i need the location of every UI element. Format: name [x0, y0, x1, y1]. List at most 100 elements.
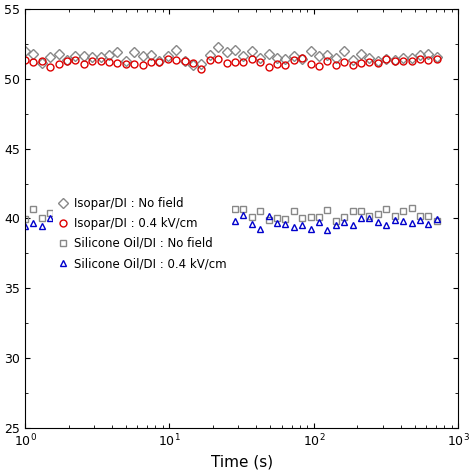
- X-axis label: Time (s): Time (s): [210, 455, 273, 470]
- Isopar/DI : 0.4 kV/cm: (708, 51.4): 0.4 kV/cm: (708, 51.4): [434, 56, 439, 62]
- Silicone Oil/DI : 0.4 kV/cm: (72.6, 39.4): 0.4 kV/cm: (72.6, 39.4): [291, 224, 297, 230]
- Isopar/DI : 0.4 kV/cm: (5.7, 51.1): 0.4 kV/cm: (5.7, 51.1): [131, 61, 137, 67]
- Isopar/DI : 0.4 kV/cm: (212, 51.1): 0.4 kV/cm: (212, 51.1): [358, 60, 364, 66]
- Line: Isopar/DI : 0.4 kV/cm: Isopar/DI : 0.4 kV/cm: [21, 55, 440, 73]
- Isopar/DI : 0.4 kV/cm: (1, 51.3): 0.4 kV/cm: (1, 51.3): [22, 57, 28, 63]
- Silicone Oil/DI : No field: (162, 40.1): No field: (162, 40.1): [341, 214, 347, 219]
- Silicone Oil/DI : No field: (1.95, 40.4): No field: (1.95, 40.4): [64, 210, 70, 216]
- Silicone Oil/DI : 0.4 kV/cm: (2.92, 39.9): 0.4 kV/cm: (2.92, 39.9): [90, 216, 95, 222]
- Isopar/DI : No field: (542, 51.7): No field: (542, 51.7): [417, 53, 423, 58]
- Silicone Oil/DI : No field: (48.6, 39.9): No field: (48.6, 39.9): [266, 218, 272, 223]
- Silicone Oil/DI : No field: (37.2, 40.1): No field: (37.2, 40.1): [249, 214, 255, 219]
- Silicone Oil/DI : 0.4 kV/cm: (37.2, 39.6): 0.4 kV/cm: (37.2, 39.6): [249, 221, 255, 227]
- Silicone Oil/DI : No field: (6.52, 40.6): No field: (6.52, 40.6): [140, 207, 146, 212]
- Isopar/DI : 0.4 kV/cm: (242, 51.2): 0.4 kV/cm: (242, 51.2): [367, 59, 373, 64]
- Isopar/DI : 0.4 kV/cm: (14.6, 51.2): 0.4 kV/cm: (14.6, 51.2): [190, 60, 196, 65]
- Isopar/DI : 0.4 kV/cm: (2.92, 51.3): 0.4 kV/cm: (2.92, 51.3): [90, 58, 95, 64]
- Silicone Oil/DI : 0.4 kV/cm: (1.95, 39.5): 0.4 kV/cm: (1.95, 39.5): [64, 222, 70, 228]
- Silicone Oil/DI : No field: (1.14, 40.7): No field: (1.14, 40.7): [31, 206, 36, 212]
- Isopar/DI : 0.4 kV/cm: (37.2, 51.4): 0.4 kV/cm: (37.2, 51.4): [249, 56, 255, 62]
- Isopar/DI : No field: (16.7, 51.1): No field: (16.7, 51.1): [199, 61, 204, 67]
- Silicone Oil/DI : 0.4 kV/cm: (109, 39.8): 0.4 kV/cm: (109, 39.8): [316, 219, 322, 225]
- Isopar/DI : No field: (2.92, 51.6): No field: (2.92, 51.6): [90, 54, 95, 59]
- Silicone Oil/DI : No field: (11.1, 39.8): No field: (11.1, 39.8): [173, 219, 179, 224]
- Isopar/DI : 0.4 kV/cm: (95, 51.1): 0.4 kV/cm: (95, 51.1): [308, 61, 313, 67]
- Silicone Oil/DI : No field: (186, 40.5): No field: (186, 40.5): [350, 209, 356, 214]
- Isopar/DI : No field: (21.8, 52.3): No field: (21.8, 52.3): [215, 44, 221, 49]
- Isopar/DI : No field: (242, 51.5): No field: (242, 51.5): [367, 55, 373, 61]
- Silicone Oil/DI : 0.4 kV/cm: (12.7, 39.3): 0.4 kV/cm: (12.7, 39.3): [182, 226, 188, 232]
- Silicone Oil/DI : 0.4 kV/cm: (142, 39.5): 0.4 kV/cm: (142, 39.5): [333, 222, 339, 228]
- Isopar/DI : 0.4 kV/cm: (32.5, 51.2): 0.4 kV/cm: (32.5, 51.2): [241, 60, 246, 65]
- Silicone Oil/DI : No field: (42.5, 40.5): No field: (42.5, 40.5): [257, 208, 263, 214]
- Silicone Oil/DI : 0.4 kV/cm: (24.9, 40.1): 0.4 kV/cm: (24.9, 40.1): [224, 215, 229, 220]
- Silicone Oil/DI : No field: (1.31, 40.1): No field: (1.31, 40.1): [39, 215, 45, 220]
- Isopar/DI : 0.4 kV/cm: (24.9, 51.2): 0.4 kV/cm: (24.9, 51.2): [224, 60, 229, 65]
- Isopar/DI : No field: (142, 51.5): No field: (142, 51.5): [333, 55, 339, 61]
- Silicone Oil/DI : No field: (1.49, 40.4): No field: (1.49, 40.4): [47, 210, 53, 216]
- Isopar/DI : No field: (124, 51.7): No field: (124, 51.7): [325, 52, 330, 58]
- Isopar/DI : 0.4 kV/cm: (162, 51.2): 0.4 kV/cm: (162, 51.2): [341, 59, 347, 64]
- Silicone Oil/DI : 0.4 kV/cm: (3.82, 39.7): 0.4 kV/cm: (3.82, 39.7): [106, 219, 112, 225]
- Isopar/DI : 0.4 kV/cm: (1.31, 51.3): 0.4 kV/cm: (1.31, 51.3): [39, 59, 45, 64]
- Silicone Oil/DI : No field: (277, 40.3): No field: (277, 40.3): [375, 211, 381, 217]
- Isopar/DI : No field: (2.55, 51.6): No field: (2.55, 51.6): [81, 53, 87, 59]
- Line: Isopar/DI : No field: Isopar/DI : No field: [21, 43, 440, 68]
- Isopar/DI : 0.4 kV/cm: (7.46, 51.2): 0.4 kV/cm: (7.46, 51.2): [148, 59, 154, 64]
- Isopar/DI : No field: (619, 51.8): No field: (619, 51.8): [426, 51, 431, 57]
- Isopar/DI : No field: (1.31, 51.1): No field: (1.31, 51.1): [39, 60, 45, 66]
- Isopar/DI : 0.4 kV/cm: (1.95, 51.3): 0.4 kV/cm: (1.95, 51.3): [64, 58, 70, 64]
- Isopar/DI : 0.4 kV/cm: (4.36, 51.1): 0.4 kV/cm: (4.36, 51.1): [115, 60, 120, 66]
- Silicone Oil/DI : 0.4 kV/cm: (11.1, 39.6): 0.4 kV/cm: (11.1, 39.6): [173, 221, 179, 227]
- Isopar/DI : 0.4 kV/cm: (3.82, 51.2): 0.4 kV/cm: (3.82, 51.2): [106, 59, 112, 64]
- Silicone Oil/DI : 0.4 kV/cm: (2.23, 40.5): 0.4 kV/cm: (2.23, 40.5): [73, 209, 78, 214]
- Isopar/DI : 0.4 kV/cm: (9.74, 51.4): 0.4 kV/cm: (9.74, 51.4): [165, 56, 171, 62]
- Silicone Oil/DI : No field: (474, 40.8): No field: (474, 40.8): [409, 205, 414, 210]
- Isopar/DI : No field: (7.46, 51.7): No field: (7.46, 51.7): [148, 52, 154, 58]
- Legend: Isopar/DI : No field, Isopar/DI : 0.4 kV/cm, Silicone Oil/DI : No field, Silicon: Isopar/DI : No field, Isopar/DI : 0.4 kV…: [53, 191, 232, 276]
- Silicone Oil/DI : No field: (16.7, 40.2): No field: (16.7, 40.2): [199, 213, 204, 219]
- Silicone Oil/DI : No field: (14.6, 40.3): No field: (14.6, 40.3): [190, 211, 196, 217]
- Silicone Oil/DI : No field: (95, 40.1): No field: (95, 40.1): [308, 214, 313, 219]
- Silicone Oil/DI : 0.4 kV/cm: (16.7, 39.7): 0.4 kV/cm: (16.7, 39.7): [199, 219, 204, 225]
- Silicone Oil/DI : 0.4 kV/cm: (14.6, 39.8): 0.4 kV/cm: (14.6, 39.8): [190, 219, 196, 224]
- Silicone Oil/DI : No field: (542, 40.2): No field: (542, 40.2): [417, 213, 423, 219]
- Silicone Oil/DI : 0.4 kV/cm: (1, 39.5): 0.4 kV/cm: (1, 39.5): [22, 223, 28, 228]
- Silicone Oil/DI : 0.4 kV/cm: (124, 39.2): 0.4 kV/cm: (124, 39.2): [325, 227, 330, 232]
- Silicone Oil/DI : 0.4 kV/cm: (1.49, 40): 0.4 kV/cm: (1.49, 40): [47, 215, 53, 221]
- Silicone Oil/DI : 0.4 kV/cm: (19, 39.7): 0.4 kV/cm: (19, 39.7): [207, 219, 213, 225]
- Silicone Oil/DI : 0.4 kV/cm: (162, 39.7): 0.4 kV/cm: (162, 39.7): [341, 219, 347, 225]
- Isopar/DI : 0.4 kV/cm: (11.1, 51.4): 0.4 kV/cm: (11.1, 51.4): [173, 57, 179, 63]
- Isopar/DI : No field: (95, 52): No field: (95, 52): [308, 48, 313, 54]
- Isopar/DI : 0.4 kV/cm: (362, 51.3): 0.4 kV/cm: (362, 51.3): [392, 58, 398, 64]
- Isopar/DI : No field: (109, 51.7): No field: (109, 51.7): [316, 53, 322, 59]
- Silicone Oil/DI : 0.4 kV/cm: (8.52, 39.5): 0.4 kV/cm: (8.52, 39.5): [156, 222, 162, 228]
- Silicone Oil/DI : 0.4 kV/cm: (2.55, 39.9): 0.4 kV/cm: (2.55, 39.9): [81, 218, 87, 223]
- Isopar/DI : No field: (83.1, 51.5): No field: (83.1, 51.5): [300, 56, 305, 62]
- Silicone Oil/DI : No field: (414, 40.6): No field: (414, 40.6): [400, 208, 406, 214]
- Isopar/DI : 0.4 kV/cm: (542, 51.4): 0.4 kV/cm: (542, 51.4): [417, 56, 423, 62]
- Silicone Oil/DI : 0.4 kV/cm: (708, 39.9): 0.4 kV/cm: (708, 39.9): [434, 217, 439, 222]
- Silicone Oil/DI : 0.4 kV/cm: (4.99, 39.9): 0.4 kV/cm: (4.99, 39.9): [123, 217, 129, 223]
- Silicone Oil/DI : No field: (2.92, 40.3): No field: (2.92, 40.3): [90, 211, 95, 217]
- Silicone Oil/DI : No field: (212, 40.6): No field: (212, 40.6): [358, 208, 364, 213]
- Silicone Oil/DI : No field: (63.5, 40): No field: (63.5, 40): [283, 216, 288, 222]
- Silicone Oil/DI : No field: (2.55, 40.7): No field: (2.55, 40.7): [81, 206, 87, 211]
- Isopar/DI : No field: (12.7, 51.3): No field: (12.7, 51.3): [182, 58, 188, 64]
- Isopar/DI : No field: (474, 51.5): No field: (474, 51.5): [409, 55, 414, 61]
- Isopar/DI : No field: (42.5, 51.5): No field: (42.5, 51.5): [257, 55, 263, 61]
- Isopar/DI : 0.4 kV/cm: (474, 51.3): 0.4 kV/cm: (474, 51.3): [409, 58, 414, 64]
- Isopar/DI : No field: (1.49, 51.6): No field: (1.49, 51.6): [47, 54, 53, 60]
- Isopar/DI : No field: (3.82, 51.7): No field: (3.82, 51.7): [106, 52, 112, 58]
- Isopar/DI : No field: (28.4, 52.1): No field: (28.4, 52.1): [232, 47, 238, 53]
- Isopar/DI : No field: (1, 52): No field: (1, 52): [22, 48, 28, 54]
- Isopar/DI : 0.4 kV/cm: (2.23, 51.3): 0.4 kV/cm: (2.23, 51.3): [73, 57, 78, 63]
- Silicone Oil/DI : 0.4 kV/cm: (9.74, 39.9): 0.4 kV/cm: (9.74, 39.9): [165, 218, 171, 223]
- Isopar/DI : No field: (162, 52): No field: (162, 52): [341, 48, 347, 54]
- Isopar/DI : 0.4 kV/cm: (3.34, 51.3): 0.4 kV/cm: (3.34, 51.3): [98, 58, 103, 64]
- Silicone Oil/DI : 0.4 kV/cm: (95, 39.2): 0.4 kV/cm: (95, 39.2): [308, 227, 313, 232]
- Silicone Oil/DI : 0.4 kV/cm: (317, 39.5): 0.4 kV/cm: (317, 39.5): [383, 222, 389, 228]
- Silicone Oil/DI : No field: (3.34, 40): No field: (3.34, 40): [98, 215, 103, 221]
- Silicone Oil/DI : No field: (1, 40): No field: (1, 40): [22, 216, 28, 221]
- Silicone Oil/DI : 0.4 kV/cm: (619, 39.6): 0.4 kV/cm: (619, 39.6): [426, 221, 431, 227]
